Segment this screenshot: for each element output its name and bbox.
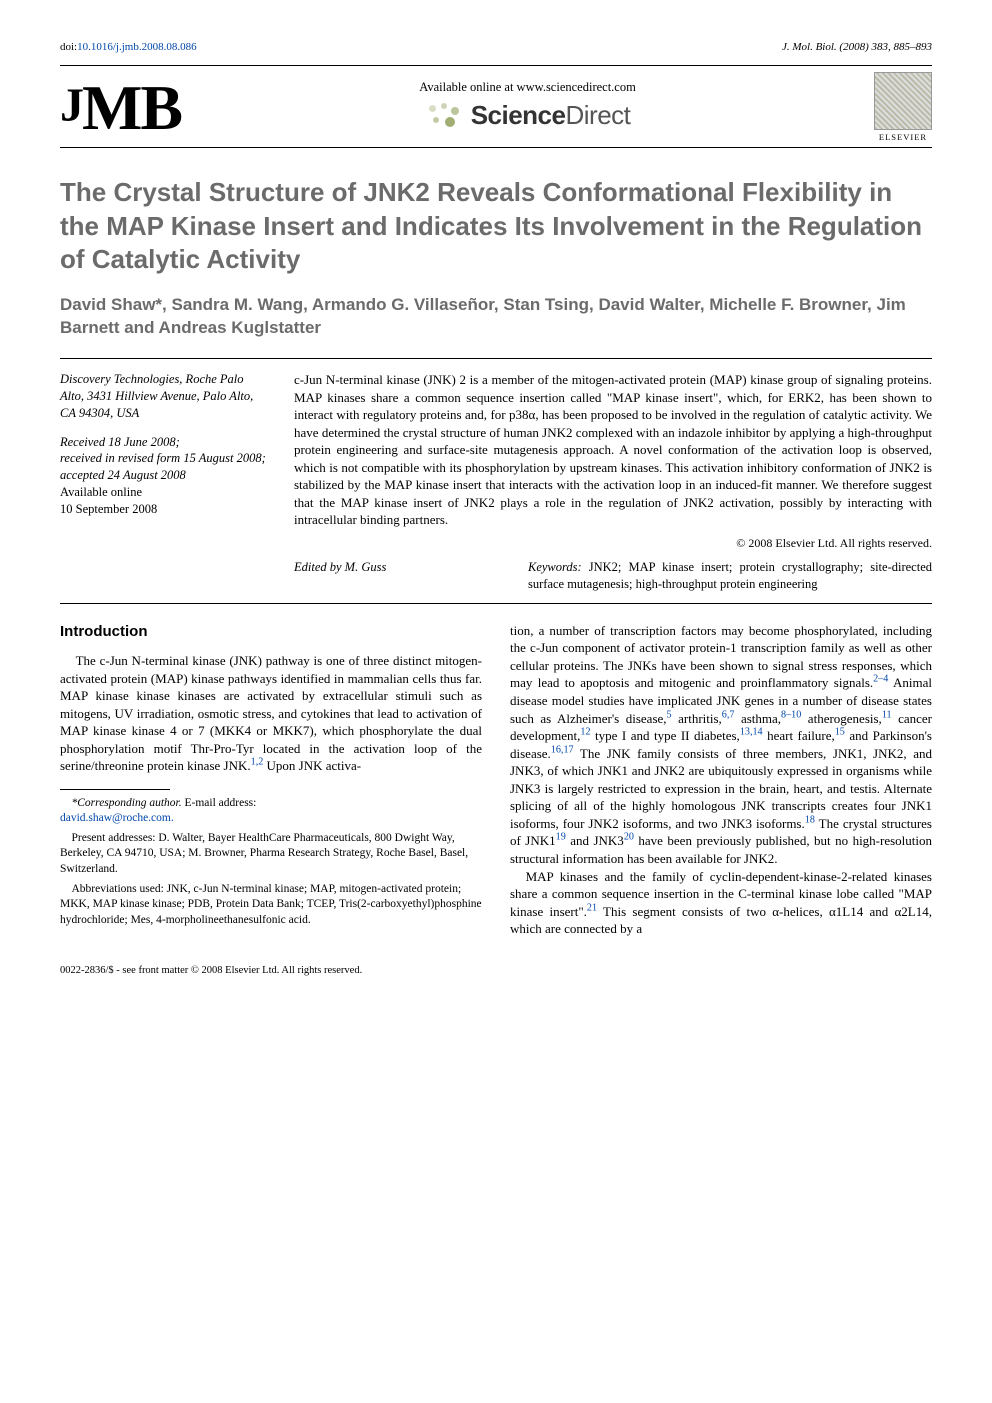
copyright: © 2008 Elsevier Ltd. All rights reserved… [294, 535, 932, 551]
email-label: E-mail address: [182, 797, 257, 809]
masthead-center: Available online at www.sciencedirect.co… [193, 79, 862, 135]
meta-right: c-Jun N-terminal kinase (JNK) 2 is a mem… [294, 371, 932, 593]
ref-link[interactable]: 11 [882, 709, 892, 720]
present-addresses: Present addresses: D. Walter, Bayer Heal… [60, 831, 482, 878]
text-run: atherogenesis, [801, 711, 882, 726]
ref-link[interactable]: 2–4 [873, 674, 888, 685]
col2-paragraph-2: MAP kinases and the family of cyclin-dep… [510, 868, 932, 938]
available-online-label: Available online [60, 484, 270, 501]
text-run: and JNK3 [566, 833, 624, 848]
masthead: JMB Available online at www.sciencedirec… [60, 65, 932, 148]
text-run: tion, a number of transcription factors … [510, 623, 932, 691]
ref-link[interactable]: 13,14 [740, 727, 763, 738]
received-date: Received 18 June 2008; [60, 434, 270, 451]
text-run: The c-Jun N-terminal kinase (JNK) pathwa… [60, 653, 482, 773]
ref-link[interactable]: 12 [580, 727, 590, 738]
doi: doi:10.1016/j.jmb.2008.08.086 [60, 40, 197, 55]
footnotes: *Corresponding author. E-mail address: d… [60, 796, 482, 928]
journal-reference: J. Mol. Biol. (2008) 383, 885–893 [782, 40, 932, 55]
text-run: asthma, [734, 711, 781, 726]
front-matter-line: 0022-2836/$ - see front matter © 2008 El… [60, 964, 932, 978]
sciencedirect-logo: ScienceDirect [425, 98, 631, 133]
keywords: Keywords: JNK2; MAP kinase insert; prote… [528, 559, 932, 593]
elsevier-tree-icon [874, 72, 932, 130]
history-dates: Received 18 June 2008; received in revis… [60, 434, 270, 518]
ref-link[interactable]: 18 [805, 815, 815, 826]
accepted-date: accepted 24 August 2008 [60, 467, 270, 484]
keywords-row: Edited by M. Guss Keywords: JNK2; MAP ki… [294, 551, 932, 593]
elsevier-logo: ELSEVIER [874, 72, 932, 143]
ref-link[interactable]: 19 [556, 832, 566, 843]
ref-link[interactable]: 20 [624, 832, 634, 843]
text-run: type I and type II diabetes, [591, 728, 740, 743]
available-online-date: 10 September 2008 [60, 501, 270, 518]
meta-block: Discovery Technologies, Roche Palo Alto,… [60, 358, 932, 604]
abstract: c-Jun N-terminal kinase (JNK) 2 is a mem… [294, 371, 932, 529]
author-list: David Shaw*, Sandra M. Wang, Armando G. … [60, 294, 932, 340]
body-columns: Introduction The c-Jun N-terminal kinase… [60, 622, 932, 938]
doi-prefix: doi: [60, 41, 77, 53]
text-run: Upon JNK activa- [263, 758, 361, 773]
email-link[interactable]: david.shaw@roche.com. [60, 812, 174, 824]
affiliation: Discovery Technologies, Roche Palo Alto,… [60, 371, 270, 422]
ref-link[interactable]: 15 [835, 727, 845, 738]
text-run: arthritis, [672, 711, 722, 726]
top-row: doi:10.1016/j.jmb.2008.08.086 J. Mol. Bi… [60, 40, 932, 55]
ref-link[interactable]: 1,2 [251, 757, 264, 768]
sciencedirect-text: ScienceDirect [471, 98, 631, 133]
edited-by: Edited by M. Guss [294, 559, 504, 593]
ref-link[interactable]: 6,7 [722, 709, 735, 720]
revised-date: received in revised form 15 August 2008; [60, 450, 270, 467]
col2-paragraph-1: tion, a number of transcription factors … [510, 622, 932, 868]
corresponding-author: *Corresponding author. E-mail address: d… [60, 796, 482, 827]
ref-link[interactable]: 16,17 [551, 744, 574, 755]
meta-left: Discovery Technologies, Roche Palo Alto,… [60, 371, 270, 593]
footnote-rule [60, 789, 170, 790]
jmb-logo: JMB [60, 79, 181, 137]
introduction-heading: Introduction [60, 622, 482, 642]
article-title: The Crystal Structure of JNK2 Reveals Co… [60, 176, 932, 276]
keywords-label: Keywords: [528, 560, 582, 574]
elsevier-label: ELSEVIER [874, 132, 932, 143]
corr-label: *Corresponding author. [72, 797, 182, 809]
doi-link[interactable]: 10.1016/j.jmb.2008.08.086 [77, 41, 196, 53]
ref-link[interactable]: 21 [587, 902, 597, 913]
intro-paragraph-1: The c-Jun N-terminal kinase (JNK) pathwa… [60, 652, 482, 775]
text-run: heart failure, [763, 728, 835, 743]
sciencedirect-dots-icon [425, 101, 465, 131]
ref-link[interactable]: 8–10 [781, 709, 801, 720]
available-online-line: Available online at www.sciencedirect.co… [193, 79, 862, 96]
abbreviations: Abbreviations used: JNK, c-Jun N-termina… [60, 882, 482, 929]
keywords-text: JNK2; MAP kinase insert; protein crystal… [528, 560, 932, 591]
page: doi:10.1016/j.jmb.2008.08.086 J. Mol. Bi… [0, 0, 992, 1008]
